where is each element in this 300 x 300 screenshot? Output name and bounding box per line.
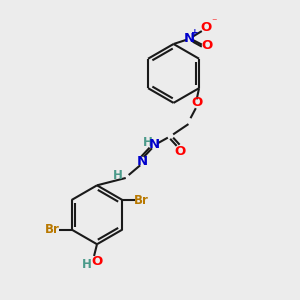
Text: O: O bbox=[201, 39, 212, 52]
Text: H: H bbox=[82, 258, 92, 271]
Text: O: O bbox=[91, 254, 102, 268]
Text: Br: Br bbox=[134, 194, 149, 207]
Text: N: N bbox=[136, 155, 148, 168]
Text: O: O bbox=[191, 96, 202, 110]
Text: N: N bbox=[149, 138, 160, 151]
Text: N: N bbox=[184, 32, 195, 45]
Text: +: + bbox=[191, 28, 199, 37]
Text: H: H bbox=[112, 169, 122, 182]
Text: O: O bbox=[200, 21, 211, 34]
Text: H: H bbox=[143, 136, 153, 149]
Text: ⁻: ⁻ bbox=[212, 17, 217, 27]
Text: O: O bbox=[175, 145, 186, 158]
Text: Br: Br bbox=[45, 223, 60, 236]
